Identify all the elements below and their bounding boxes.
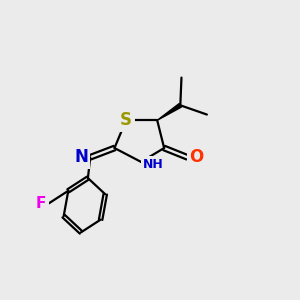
Text: S: S (120, 111, 132, 129)
Text: NH: NH (143, 158, 164, 171)
Text: N: N (74, 148, 88, 166)
Text: F: F (36, 196, 46, 211)
Polygon shape (157, 103, 182, 120)
Text: O: O (190, 148, 204, 166)
